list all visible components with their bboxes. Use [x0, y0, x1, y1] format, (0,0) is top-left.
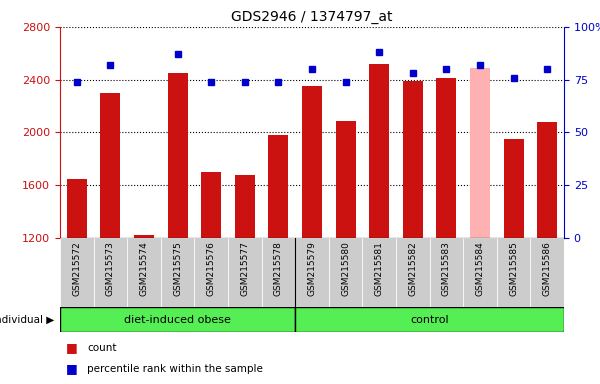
Text: GSM215581: GSM215581	[375, 242, 384, 296]
Text: control: control	[410, 314, 449, 325]
Bar	[396, 238, 430, 307]
Bar	[60, 307, 295, 332]
Bar	[60, 238, 94, 307]
Bar	[470, 68, 490, 238]
Bar	[161, 238, 194, 307]
Bar	[127, 238, 161, 307]
Text: GSM215576: GSM215576	[206, 242, 216, 296]
Bar	[262, 238, 295, 307]
Text: GSM215578: GSM215578	[274, 242, 283, 296]
Bar	[201, 172, 221, 238]
Bar	[436, 78, 457, 238]
Text: GSM215584: GSM215584	[476, 242, 485, 296]
Bar	[329, 238, 362, 307]
Text: ■: ■	[66, 341, 78, 354]
Text: GSM215575: GSM215575	[173, 242, 182, 296]
Text: count: count	[87, 343, 116, 353]
Bar	[67, 179, 87, 238]
Bar	[302, 86, 322, 238]
Bar	[228, 238, 262, 307]
Text: ■: ■	[66, 362, 78, 375]
Bar	[295, 307, 564, 332]
Title: GDS2946 / 1374797_at: GDS2946 / 1374797_at	[231, 10, 393, 25]
Text: GSM215580: GSM215580	[341, 242, 350, 296]
Bar	[403, 81, 423, 238]
Text: ■: ■	[66, 383, 78, 384]
Text: GSM215585: GSM215585	[509, 242, 518, 296]
Bar	[194, 238, 228, 307]
Bar	[295, 238, 329, 307]
Bar	[362, 238, 396, 307]
Text: GSM215583: GSM215583	[442, 242, 451, 296]
Bar	[335, 121, 356, 238]
Bar	[369, 64, 389, 238]
Text: diet-induced obese: diet-induced obese	[124, 314, 231, 325]
Bar	[268, 135, 289, 238]
Bar	[497, 238, 530, 307]
Text: GSM215579: GSM215579	[308, 242, 317, 296]
Bar	[537, 122, 557, 238]
Text: individual ▶: individual ▶	[0, 314, 54, 325]
Text: GSM215582: GSM215582	[409, 242, 418, 296]
Bar	[235, 175, 255, 238]
Bar	[94, 238, 127, 307]
Text: GSM215572: GSM215572	[73, 242, 82, 296]
Bar	[463, 238, 497, 307]
Text: percentile rank within the sample: percentile rank within the sample	[87, 364, 263, 374]
Bar	[134, 235, 154, 238]
Text: GSM215586: GSM215586	[543, 242, 552, 296]
Bar	[167, 73, 188, 238]
Bar	[530, 238, 564, 307]
Bar	[430, 238, 463, 307]
Bar	[100, 93, 121, 238]
Text: GSM215577: GSM215577	[240, 242, 250, 296]
Bar	[503, 139, 524, 238]
Text: GSM215573: GSM215573	[106, 242, 115, 296]
Text: GSM215574: GSM215574	[139, 242, 149, 296]
